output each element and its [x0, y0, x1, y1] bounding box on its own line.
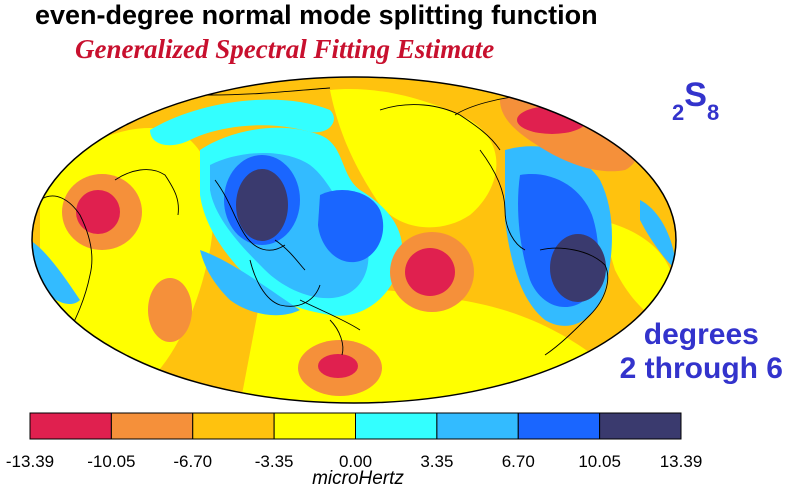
- field-lightblue-south-tongue: [200, 250, 300, 316]
- colorbar-tick-label: -10.05: [87, 452, 136, 471]
- colorbar: [29, 412, 682, 440]
- degrees-label: degrees 2 through 6: [620, 318, 783, 386]
- colorbar-unit: microHertz: [312, 468, 404, 489]
- colorbar-tick-label: -6.70: [173, 452, 213, 471]
- mode-type: S: [684, 76, 707, 114]
- field-navy-south-america: [550, 234, 606, 302]
- degrees-line1: degrees: [643, 318, 759, 351]
- mode-degree: 8: [706, 100, 720, 125]
- field-red-pacific: [405, 248, 455, 296]
- map-outline: [31, 76, 677, 404]
- mode-overtone: 2: [672, 100, 685, 125]
- map-field: [32, 77, 676, 403]
- colorbar-swatch: [599, 412, 682, 440]
- colorbar-tick-label: 6.70: [501, 452, 535, 471]
- colorbar-swatch: [436, 412, 519, 440]
- colorbar-tick-label: 10.05: [578, 452, 621, 471]
- colorbar-tick-label: -3.35: [254, 452, 294, 471]
- field-blue-central: [318, 190, 384, 263]
- colorbar-swatch: [29, 412, 112, 440]
- colorbar-swatch: [273, 412, 356, 440]
- colorbar-tick-label: 13.39: [659, 452, 703, 471]
- colorbar-swatch: [192, 412, 275, 440]
- colorbar-swatch: [110, 412, 194, 440]
- degrees-line2: 2 through 6: [619, 352, 783, 385]
- map-subtitle: Generalized Spectral Fitting Estimate: [75, 34, 495, 64]
- field-yellow-north-pacific: [330, 89, 497, 228]
- field-navy-asia: [236, 169, 288, 241]
- field-lightblue-east-edge: [640, 200, 676, 270]
- field-cyan-north: [150, 99, 334, 146]
- map-title: even-degree normal mode splitting functi…: [35, 0, 598, 30]
- colorbar-swatch: [517, 412, 601, 440]
- field-red-north-atlantic: [517, 106, 587, 134]
- colorbar-tick-label: 3.35: [420, 452, 454, 471]
- colorbar-tick-label: 0.00: [338, 452, 373, 471]
- mode-label: 2S8: [672, 76, 719, 125]
- colorbar-swatch: [355, 412, 438, 440]
- colorbar-tick-label: -13.39: [5, 452, 55, 471]
- field-red-south: [318, 354, 358, 378]
- field-orange-west: [148, 278, 192, 342]
- field-red-india: [76, 190, 120, 234]
